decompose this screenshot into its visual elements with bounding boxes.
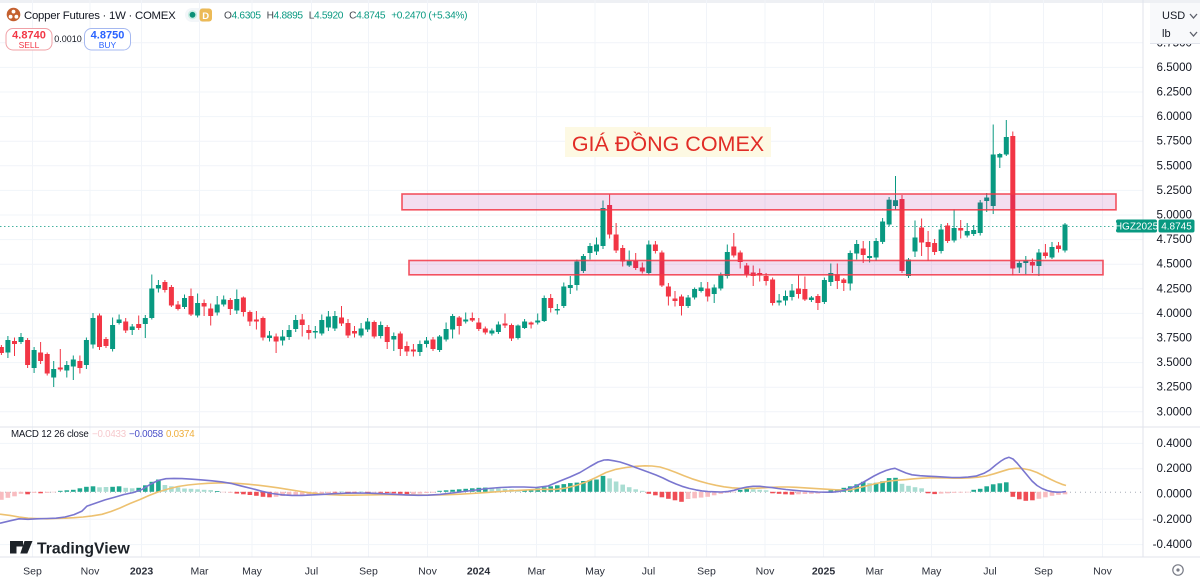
svg-text:SELL: SELL [19, 40, 40, 50]
svg-text:4.8740: 4.8740 [12, 30, 46, 42]
svg-text:−0.0433: −0.0433 [92, 429, 126, 440]
svg-text:6.2500: 6.2500 [1157, 86, 1192, 99]
svg-text:3.5000: 3.5000 [1157, 356, 1192, 369]
svg-text:Nov: Nov [756, 566, 775, 578]
svg-text:2024: 2024 [467, 566, 491, 578]
svg-text:2025: 2025 [812, 566, 836, 578]
svg-text:Nov: Nov [418, 566, 437, 578]
svg-text:0.0000: 0.0000 [1157, 488, 1192, 501]
svg-text:Sep: Sep [359, 566, 378, 578]
svg-text:Copper Futures · 1W · COMEX: Copper Futures · 1W · COMEX [24, 10, 176, 22]
svg-text:Sep: Sep [1034, 566, 1053, 578]
svg-text:3.2500: 3.2500 [1157, 381, 1192, 394]
svg-text:4.7500: 4.7500 [1157, 233, 1192, 246]
svg-text:Mar: Mar [190, 566, 209, 578]
svg-text:3.7500: 3.7500 [1157, 332, 1192, 345]
svg-text:4.0000: 4.0000 [1157, 307, 1192, 320]
svg-text:3.0000: 3.0000 [1157, 405, 1192, 418]
svg-text:5.2500: 5.2500 [1157, 184, 1192, 197]
svg-text:Sep: Sep [697, 566, 716, 578]
svg-text:TradingView: TradingView [37, 541, 130, 558]
svg-text:Nov: Nov [1093, 566, 1112, 578]
svg-text:6.0000: 6.0000 [1157, 110, 1192, 123]
svg-text:Nov: Nov [81, 566, 100, 578]
svg-text:2023: 2023 [130, 566, 154, 578]
svg-text:Jul: Jul [305, 566, 318, 578]
svg-text:Mar: Mar [865, 566, 884, 578]
svg-text:lb: lb [1162, 28, 1171, 40]
svg-text:GIÁ ĐỒNG COMEX: GIÁ ĐỒNG COMEX [572, 131, 764, 156]
svg-text:Jul: Jul [983, 566, 996, 578]
svg-text:May: May [242, 566, 263, 578]
svg-text:HGZ2025: HGZ2025 [1115, 222, 1159, 233]
svg-text:May: May [922, 566, 943, 578]
svg-text:4.8750: 4.8750 [91, 30, 125, 42]
svg-text:-0.2000: -0.2000 [1153, 513, 1192, 526]
svg-text:Jul: Jul [642, 566, 655, 578]
svg-text:−0.0058: −0.0058 [129, 429, 163, 440]
svg-text:5.0000: 5.0000 [1157, 209, 1192, 222]
svg-text:0.0010: 0.0010 [54, 34, 82, 44]
svg-text:Sep: Sep [23, 566, 42, 578]
svg-text:5.5000: 5.5000 [1157, 159, 1192, 172]
svg-text:D: D [202, 11, 209, 22]
svg-text:MACD 12 26 close: MACD 12 26 close [11, 429, 89, 440]
svg-text:0.2000: 0.2000 [1157, 462, 1192, 475]
svg-text:BUY: BUY [99, 40, 117, 50]
svg-text:6.5000: 6.5000 [1157, 61, 1192, 74]
svg-text:4.5000: 4.5000 [1157, 258, 1192, 271]
svg-text:0.4000: 0.4000 [1157, 437, 1192, 450]
svg-text:4.2500: 4.2500 [1157, 282, 1192, 295]
svg-text:May: May [585, 566, 606, 578]
svg-text:5.7500: 5.7500 [1157, 135, 1192, 148]
svg-text:USD: USD [1162, 10, 1185, 22]
svg-text:0.0374: 0.0374 [166, 429, 195, 440]
svg-text:-0.4000: -0.4000 [1153, 538, 1192, 551]
svg-text:4.8745: 4.8745 [1161, 222, 1192, 233]
svg-text:Mar: Mar [527, 566, 546, 578]
